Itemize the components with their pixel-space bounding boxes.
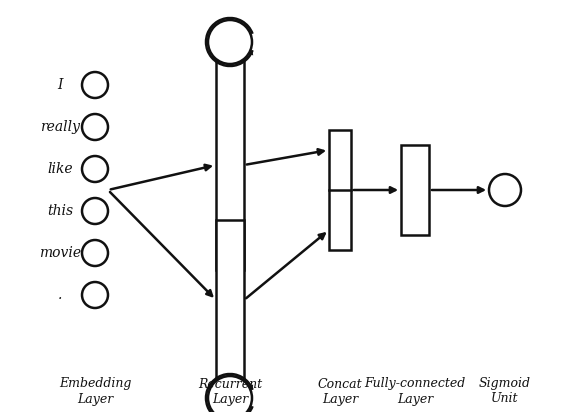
Text: Layer: Layer	[77, 393, 113, 405]
Text: .: .	[58, 288, 62, 302]
Circle shape	[82, 114, 108, 140]
Text: I: I	[57, 78, 63, 92]
Text: Layer: Layer	[322, 393, 358, 405]
Bar	[401, 145, 429, 235]
Circle shape	[82, 72, 108, 98]
Circle shape	[208, 376, 252, 412]
Text: movie: movie	[39, 246, 81, 260]
Circle shape	[82, 156, 108, 182]
Circle shape	[489, 174, 521, 206]
Bar	[329, 130, 351, 250]
Text: really: really	[40, 120, 80, 134]
Bar	[216, 220, 244, 380]
Circle shape	[82, 282, 108, 308]
Text: Layer: Layer	[212, 393, 248, 405]
Bar	[216, 60, 244, 270]
Text: this: this	[47, 204, 73, 218]
Text: Embedding: Embedding	[59, 377, 131, 391]
Text: Concat: Concat	[318, 377, 363, 391]
Circle shape	[82, 240, 108, 266]
Text: Unit: Unit	[491, 393, 519, 405]
Text: like: like	[47, 162, 73, 176]
Text: Fully-connected: Fully-connected	[364, 377, 466, 391]
Circle shape	[82, 198, 108, 224]
Circle shape	[208, 20, 252, 64]
Text: Layer: Layer	[397, 393, 433, 405]
Text: Recurrent: Recurrent	[198, 377, 262, 391]
Text: Sigmoid: Sigmoid	[479, 377, 531, 391]
